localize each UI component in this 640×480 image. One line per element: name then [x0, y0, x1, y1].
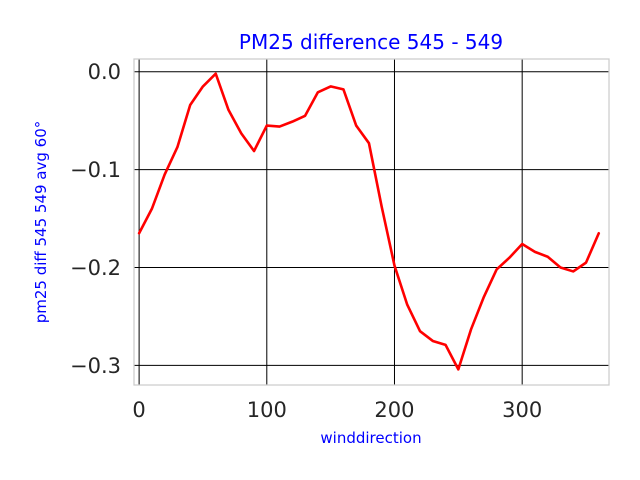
x-tick-label: 100: [247, 398, 287, 422]
series-line: [137, 72, 601, 371]
y-tick-label: −0.1: [70, 158, 121, 182]
x-tick-labels: 0 100 200 300: [132, 398, 542, 422]
x-axis-label: winddirection: [320, 429, 421, 447]
plot-frame: [133, 58, 610, 386]
chart-title: PM25 difference 545 - 549: [239, 30, 503, 54]
grid-lines: [134, 59, 609, 385]
y-tick-labels: 0.0 −0.1 −0.2 −0.3: [70, 60, 121, 378]
x-tick-label: 200: [374, 398, 414, 422]
series-layer: [137, 72, 601, 371]
y-tick-label: 0.0: [88, 60, 121, 84]
y-tick-label: −0.3: [70, 354, 121, 378]
y-axis-label: pm25 diff 545 549 avg 60°: [32, 121, 50, 324]
x-tick-label: 0: [132, 398, 145, 422]
y-tick-label: −0.2: [70, 256, 121, 280]
x-tick-label: 300: [502, 398, 542, 422]
